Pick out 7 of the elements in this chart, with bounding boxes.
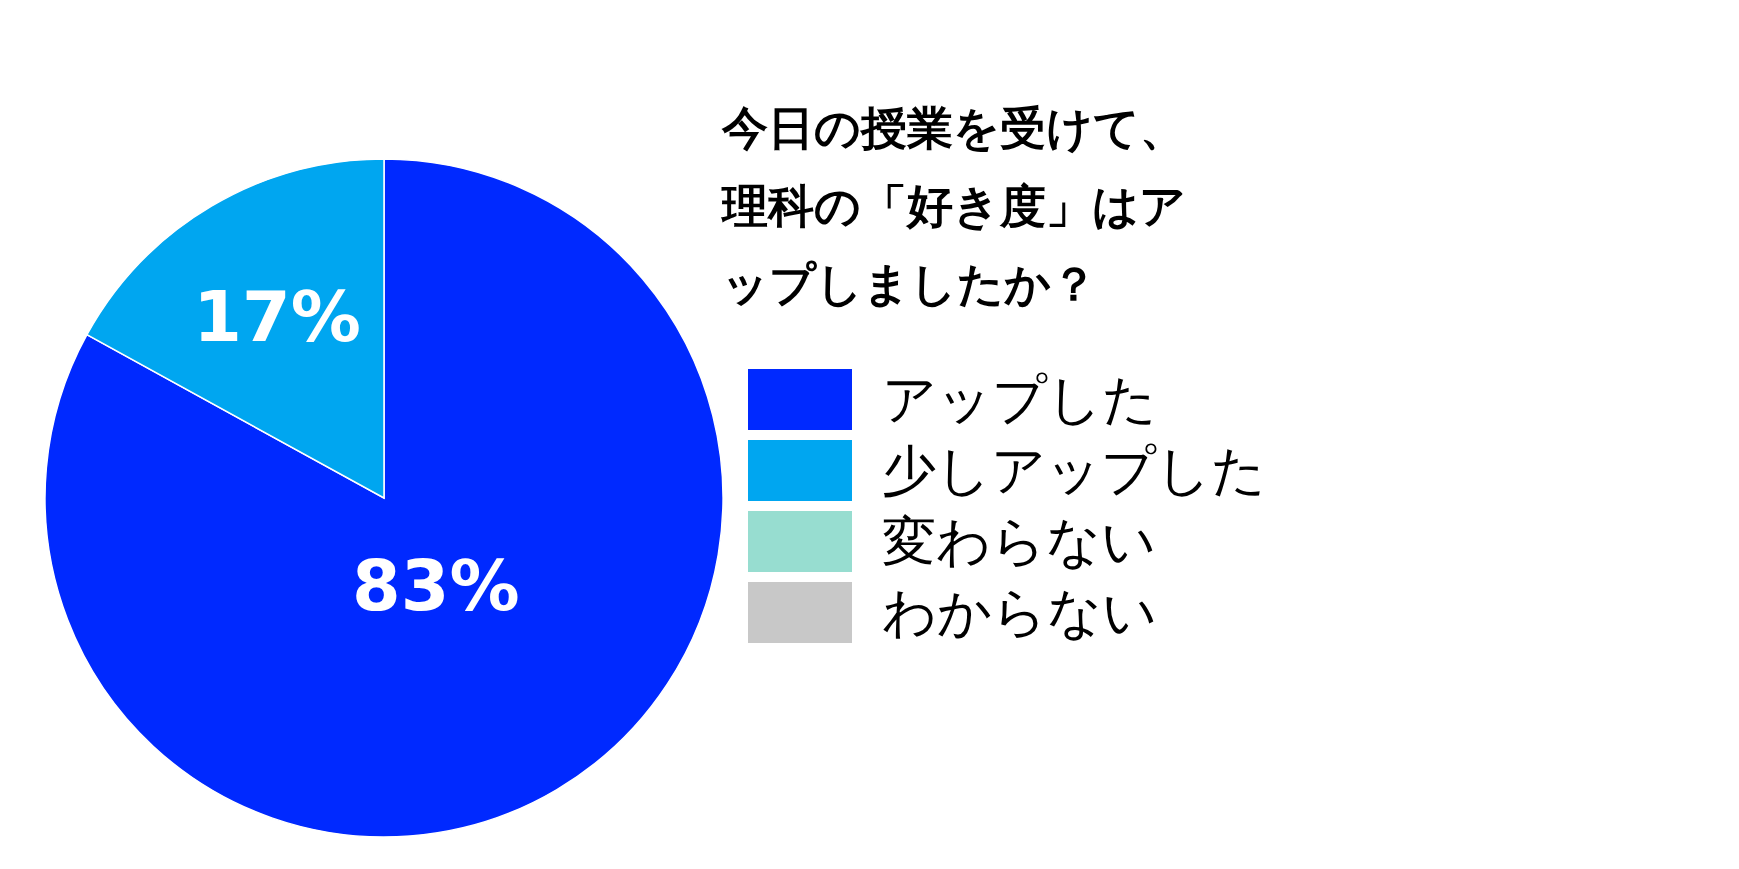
legend-label: 少しアップした [882, 438, 1266, 502]
data-label: 83% [351, 544, 520, 627]
legend-label: わからない [882, 580, 1157, 644]
data-label: 17% [193, 276, 361, 359]
legend-label: アップした [882, 367, 1157, 431]
legend-label: 変わらない [882, 509, 1156, 573]
chart-title: 今日の授業を受けて、理科の「好き度」はアップしましたか？ [722, 100, 1187, 313]
